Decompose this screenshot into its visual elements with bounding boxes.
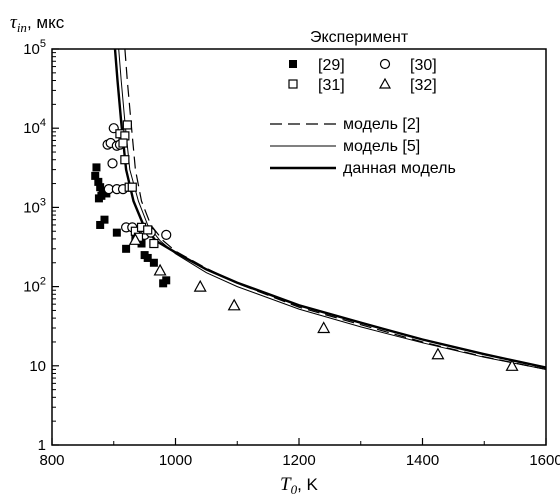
point-29 (143, 253, 152, 262)
y-tick-label: 103 (23, 196, 46, 216)
y-tick-label: 104 (23, 117, 46, 137)
x-tick-label: 1000 (159, 452, 192, 469)
x-axis-title: T0, K (280, 474, 319, 496)
legend-label-this-model: данная модель (343, 160, 456, 177)
y-tick-label: 10 (29, 358, 46, 375)
point-30 (143, 225, 153, 235)
point-29 (92, 163, 101, 172)
model-lines (113, 48, 547, 370)
x-tick-label: 800 (39, 452, 64, 469)
point-29 (94, 194, 103, 203)
legend-label-model-5: модель [5] (343, 138, 420, 155)
legend-title: Эксперимент (310, 29, 409, 46)
legend-marker-filled-square (289, 60, 297, 68)
point-31 (107, 158, 118, 169)
x-tick-label: 1200 (282, 452, 315, 469)
model-line-thin (118, 48, 547, 370)
legend-marker-open-triangle (378, 77, 392, 89)
point-29 (94, 177, 103, 186)
legend-marker-open-circle (379, 58, 391, 70)
point-31 (161, 229, 172, 240)
point-32 (193, 279, 207, 292)
point-32 (153, 263, 167, 276)
x-tick-label: 1400 (406, 452, 439, 469)
point-29 (91, 171, 100, 180)
y-axis-title: τin, мкс (10, 12, 65, 35)
point-32 (431, 347, 445, 360)
legend-label-31: [30] (410, 57, 437, 74)
data-points (91, 120, 519, 371)
point-29 (122, 244, 131, 253)
point-32 (317, 321, 331, 334)
point-29 (149, 258, 158, 267)
legend-marker-open-square (288, 79, 298, 89)
point-30 (127, 182, 137, 192)
y-tick-label: 105 (23, 38, 46, 58)
point-30 (118, 138, 128, 148)
legend: Эксперимент [29] [30] [31] [32] модель [… (270, 29, 456, 177)
point-30 (149, 238, 159, 249)
point-29 (96, 183, 105, 192)
point-32 (128, 233, 142, 245)
axis-ticks: 800 1000 1200 1400 1600 1 10 102 103 104 105 (23, 38, 560, 469)
point-29 (162, 276, 171, 285)
legend-label-model-2: модель [2] (343, 116, 420, 133)
y-tick-label: 102 (23, 276, 46, 296)
legend-label-30: [31] (318, 77, 345, 94)
point-29 (100, 215, 109, 224)
point-32 (227, 298, 241, 311)
point-29 (137, 239, 146, 248)
model-line-dashed (124, 48, 547, 370)
point-32 (505, 359, 519, 371)
legend-label-29: [29] (318, 57, 345, 74)
point-29 (96, 220, 105, 229)
point-29 (112, 228, 121, 237)
x-tick-label: 1600 (529, 452, 560, 469)
model-line-thick (113, 48, 547, 369)
legend-label-32: [32] (410, 77, 437, 94)
y-tick-label: 1 (38, 437, 46, 454)
point-30 (122, 120, 132, 130)
point-30 (120, 155, 130, 165)
